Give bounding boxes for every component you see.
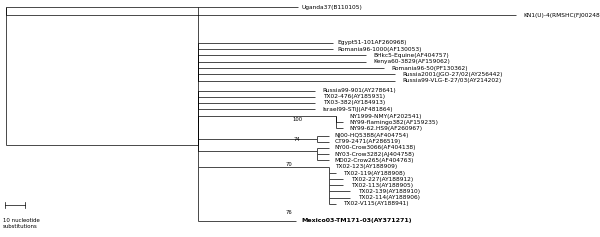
Text: 10 nucleotide
substitutions: 10 nucleotide substitutions — [3, 218, 40, 229]
Text: TX02-114(AY188906): TX02-114(AY188906) — [358, 195, 419, 200]
Text: TX02-V115(AY188941): TX02-V115(AY188941) — [343, 201, 408, 206]
Text: Israel99-STiJ(AF481864): Israel99-STiJ(AF481864) — [323, 106, 394, 112]
Text: Romania96-50(PF130362): Romania96-50(PF130362) — [392, 65, 469, 71]
Text: 70: 70 — [286, 162, 293, 167]
Text: TX02-119(AY188908): TX02-119(AY188908) — [343, 170, 405, 176]
Text: CT99-2471(AF286519): CT99-2471(AF286519) — [335, 139, 401, 144]
Text: 76: 76 — [286, 210, 293, 215]
Text: TX02-123(AY188909): TX02-123(AY188909) — [335, 164, 397, 169]
Text: NY99-flamingo382(AF159235): NY99-flamingo382(AF159235) — [350, 120, 439, 125]
Text: NY99-62.HS9(AF260967): NY99-62.HS9(AF260967) — [350, 126, 423, 131]
Text: Uganda37(B110105): Uganda37(B110105) — [302, 5, 362, 10]
Text: TX02-227(AY188912): TX02-227(AY188912) — [351, 177, 413, 182]
Text: Egypt51-101AF260968): Egypt51-101AF260968) — [338, 40, 407, 45]
Text: KN1(U)-4(RMSHC(FJ00248): KN1(U)-4(RMSHC(FJ00248) — [524, 13, 600, 18]
Text: TX03-382(AY184913): TX03-382(AY184913) — [323, 100, 385, 105]
Text: Mexico03-TM171-03(AY371271): Mexico03-TM171-03(AY371271) — [302, 218, 412, 223]
Text: BHkc5-Equine(AF404757): BHkc5-Equine(AF404757) — [374, 53, 449, 58]
Text: 100: 100 — [293, 117, 303, 122]
Text: TX02-113(AY188905): TX02-113(AY188905) — [351, 183, 413, 188]
Text: MD02-Crow265(AF404763): MD02-Crow265(AF404763) — [335, 158, 415, 163]
Text: Romania96-1000(AF130053): Romania96-1000(AF130053) — [338, 46, 422, 52]
Text: NJ00-HQ5388(AF404754): NJ00-HQ5388(AF404754) — [335, 133, 409, 138]
Text: Russia2001(JGO-27/02(AY256442): Russia2001(JGO-27/02(AY256442) — [403, 72, 503, 77]
Text: NY03-Crow3282(AJ404758): NY03-Crow3282(AJ404758) — [335, 151, 415, 157]
Text: TX02-476(AY185931): TX02-476(AY185931) — [323, 94, 385, 99]
Text: NY1999-NMY(AF202541): NY1999-NMY(AF202541) — [350, 114, 422, 119]
Text: 74: 74 — [293, 137, 300, 142]
Text: NY00-Crow3066(AF404138): NY00-Crow3066(AF404138) — [335, 145, 416, 150]
Text: Russia99-901(AY278641): Russia99-901(AY278641) — [323, 88, 397, 93]
Text: Russia99-VLG-E-27/03(AY214202): Russia99-VLG-E-27/03(AY214202) — [403, 78, 502, 83]
Text: TX02-139(AY188910): TX02-139(AY188910) — [358, 189, 420, 194]
Text: Kenya60-3829(AF159062): Kenya60-3829(AF159062) — [374, 59, 451, 64]
